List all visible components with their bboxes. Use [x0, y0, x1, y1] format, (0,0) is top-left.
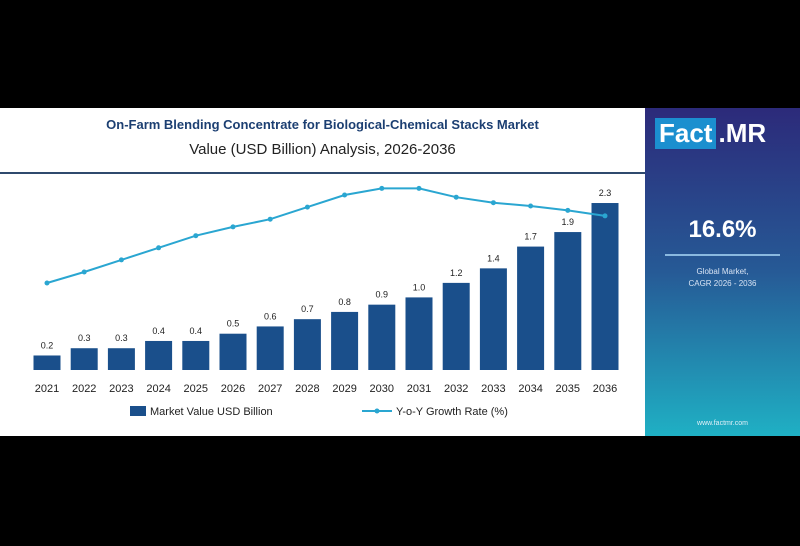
growth-point-2033 — [490, 200, 496, 206]
side-panel: Fact .MR 16.6% Global Market, CAGR 2026 - … — [645, 108, 800, 436]
legend-bar-label: Market Value USD Billion — [150, 406, 273, 418]
growth-point-2035 — [565, 207, 571, 213]
factmr-logo: Fact .MR — [655, 118, 766, 149]
cagr-label-line1: Global Market, — [696, 267, 749, 276]
cagr-divider — [665, 254, 780, 256]
title-divider — [0, 172, 645, 174]
growth-point-2034 — [528, 203, 534, 209]
x-tick-2035: 2035 — [556, 383, 580, 395]
bar-2031 — [405, 297, 433, 370]
bar-label-2035: 1.9 — [562, 217, 575, 227]
x-tick-2025: 2025 — [184, 383, 208, 395]
chart-svg: 0.2 2021 0.3 2022 0.3 2023 0.4 2024 0.4 2025 0.5 20… — [33, 185, 619, 418]
legend-line-marker — [374, 408, 380, 414]
growth-point-2031 — [416, 185, 422, 191]
cagr-label-line2: CAGR 2026 - 2036 — [688, 279, 757, 288]
cagr-value: 16.6% — [688, 216, 757, 243]
bar-label-2022: 0.3 — [78, 333, 91, 343]
bar-label-2034: 1.7 — [524, 232, 537, 242]
x-tick-2031: 2031 — [407, 383, 431, 395]
x-tick-2026: 2026 — [221, 383, 245, 395]
x-tick-2023: 2023 — [109, 383, 133, 395]
bar-label-2026: 0.5 — [227, 319, 240, 329]
bar-2026 — [219, 333, 247, 370]
growth-point-2036 — [602, 213, 608, 219]
bar-2025 — [182, 340, 210, 370]
growth-point-2028 — [304, 204, 310, 210]
bar-label-2032: 1.2 — [450, 268, 463, 278]
chart-title: On-Farm Blending Concentrate for Biologi… — [106, 117, 539, 132]
bar-2022 — [70, 348, 98, 370]
x-tick-2033: 2033 — [481, 383, 505, 395]
bar-label-2030: 0.9 — [376, 290, 389, 300]
growth-point-2022 — [81, 269, 87, 275]
bar-label-2024: 0.4 — [152, 326, 165, 336]
bar-2023 — [107, 348, 135, 370]
bar-2021 — [33, 355, 61, 370]
growth-line — [46, 187, 606, 284]
legend-bar-swatch — [130, 406, 146, 416]
bar-2036 — [591, 203, 619, 370]
bar-label-2027: 0.6 — [264, 311, 277, 321]
x-tick-2030: 2030 — [370, 383, 394, 395]
growth-point-2021 — [44, 280, 50, 286]
growth-point-2025 — [193, 233, 199, 239]
growth-point-2027 — [267, 216, 273, 222]
growth-point-2026 — [230, 224, 236, 230]
website-url[interactable]: www.factmr.com — [697, 420, 748, 427]
bar-label-2033: 1.4 — [487, 253, 500, 263]
bar-2027 — [256, 326, 284, 370]
cagr-label: Global Market, CAGR 2026 - 2036 — [645, 266, 800, 290]
growth-point-2024 — [156, 245, 162, 251]
bar-2029 — [331, 311, 359, 370]
bar-2028 — [293, 319, 321, 370]
bar-2024 — [145, 340, 173, 370]
growth-point-2032 — [453, 194, 459, 200]
x-tick-2029: 2029 — [332, 383, 356, 395]
bar-label-2028: 0.7 — [301, 304, 314, 314]
x-tick-2028: 2028 — [295, 383, 319, 395]
bar-label-2029: 0.8 — [338, 297, 351, 307]
chart-subtitle: Value (USD Billion) Analysis, 2026-2036 — [189, 141, 456, 158]
x-tick-2027: 2027 — [258, 383, 282, 395]
bar-label-2031: 1.0 — [413, 282, 426, 292]
growth-point-2030 — [379, 185, 385, 191]
growth-point-2023 — [118, 257, 124, 263]
bar-2035 — [554, 232, 582, 370]
logo-part-mr: .MR — [718, 118, 767, 148]
x-tick-2021: 2021 — [35, 383, 59, 395]
x-tick-2034: 2034 — [518, 383, 542, 395]
bar-2030 — [368, 304, 396, 370]
bar-label-2025: 0.4 — [190, 326, 203, 336]
x-tick-2022: 2022 — [72, 383, 96, 395]
bar-label-2021: 0.2 — [41, 340, 54, 350]
growth-point-2029 — [342, 192, 348, 198]
x-tick-2032: 2032 — [444, 383, 468, 395]
bar-label-2023: 0.3 — [115, 333, 128, 343]
legend-line-label: Y-o-Y Growth Rate (%) — [396, 406, 508, 418]
x-tick-2024: 2024 — [146, 383, 170, 395]
bar-2032 — [442, 282, 470, 370]
bar-2033 — [479, 268, 507, 370]
bar-2034 — [517, 246, 545, 370]
bar-label-2036: 2.3 — [599, 188, 612, 198]
x-tick-2036: 2036 — [593, 383, 617, 395]
chart-panel: On-Farm Blending Concentrate for Biologi… — [0, 108, 645, 436]
infographic-card: On-Farm Blending Concentrate for Biologi… — [0, 108, 800, 436]
logo-part-fact: Fact — [655, 118, 717, 149]
